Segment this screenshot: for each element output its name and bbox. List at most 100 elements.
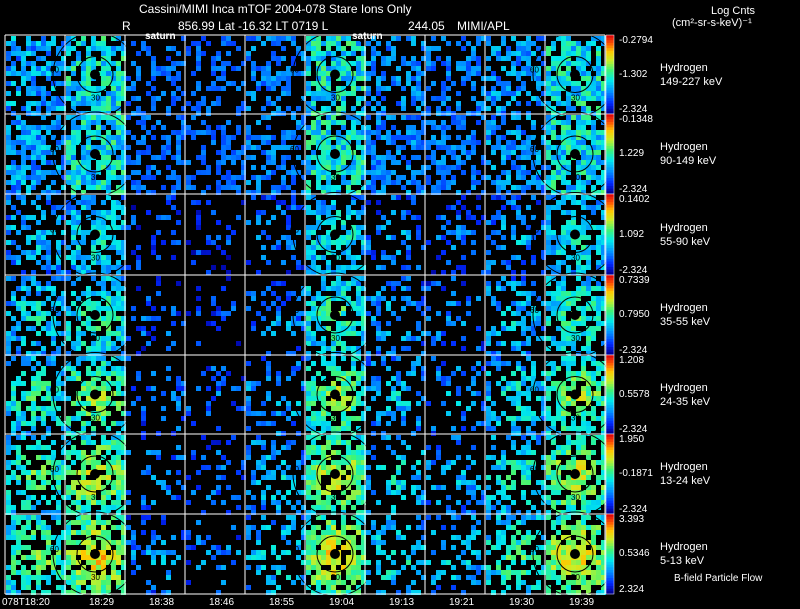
data-pixel bbox=[311, 230, 316, 235]
data-pixel bbox=[331, 145, 336, 150]
data-pixel bbox=[246, 220, 251, 225]
data-pixel bbox=[126, 76, 131, 81]
data-pixel bbox=[121, 140, 126, 145]
data-pixel bbox=[601, 276, 606, 281]
data-pixel bbox=[411, 215, 416, 220]
data-pixel bbox=[391, 81, 396, 86]
data-pixel bbox=[341, 421, 346, 426]
data-pixel bbox=[541, 125, 546, 130]
data-pixel bbox=[96, 96, 101, 101]
data-pixel bbox=[361, 341, 366, 346]
data-pixel bbox=[11, 391, 16, 396]
data-pixel bbox=[416, 356, 421, 361]
data-pixel bbox=[121, 331, 126, 336]
data-pixel bbox=[111, 500, 116, 505]
data-pixel bbox=[371, 46, 376, 51]
data-pixel bbox=[511, 301, 516, 306]
data-pixel bbox=[351, 165, 356, 170]
data-pixel bbox=[566, 56, 571, 61]
data-pixel bbox=[501, 220, 506, 225]
data-pixel bbox=[71, 291, 76, 296]
data-pixel bbox=[456, 106, 461, 111]
data-pixel bbox=[591, 175, 596, 180]
data-pixel bbox=[331, 341, 336, 346]
data-pixel bbox=[186, 311, 191, 316]
data-pixel bbox=[26, 41, 31, 46]
data-pixel bbox=[281, 91, 286, 96]
data-pixel bbox=[521, 306, 526, 311]
data-pixel bbox=[136, 185, 141, 190]
data-pixel bbox=[361, 130, 366, 135]
data-pixel bbox=[211, 500, 216, 505]
data-pixel bbox=[136, 96, 141, 101]
data-pixel bbox=[151, 61, 156, 66]
data-pixel bbox=[116, 190, 121, 195]
data-pixel bbox=[176, 281, 181, 286]
data-pixel bbox=[201, 160, 206, 165]
data-pixel bbox=[76, 170, 81, 175]
data-pixel bbox=[36, 230, 41, 235]
data-pixel bbox=[116, 185, 121, 190]
data-pixel bbox=[461, 205, 466, 210]
data-pixel bbox=[86, 205, 91, 210]
data-pixel bbox=[341, 106, 346, 111]
data-pixel bbox=[426, 180, 431, 185]
data-pixel bbox=[111, 445, 116, 450]
data-pixel bbox=[371, 96, 376, 101]
data-pixel bbox=[61, 56, 66, 61]
data-pixel bbox=[306, 341, 311, 346]
data-pixel bbox=[456, 386, 461, 391]
data-pixel bbox=[566, 41, 571, 46]
data-pixel bbox=[586, 250, 591, 255]
data-pixel bbox=[21, 66, 26, 71]
data-pixel bbox=[251, 165, 256, 170]
data-pixel bbox=[436, 371, 441, 376]
data-pixel bbox=[106, 341, 111, 346]
data-pixel bbox=[36, 250, 41, 255]
data-pixel bbox=[586, 276, 591, 281]
data-pixel bbox=[391, 391, 396, 396]
data-pixel bbox=[321, 106, 326, 111]
data-pixel bbox=[496, 281, 501, 286]
data-pixel bbox=[486, 371, 491, 376]
data-pixel bbox=[526, 411, 531, 416]
data-pixel bbox=[101, 281, 106, 286]
data-pixel bbox=[456, 115, 461, 120]
data-pixel bbox=[236, 86, 241, 91]
data-pixel bbox=[266, 101, 271, 106]
data-pixel bbox=[66, 510, 71, 515]
data-pixel bbox=[246, 51, 251, 56]
data-pixel bbox=[306, 396, 311, 401]
data-pixel bbox=[286, 91, 291, 96]
data-pixel bbox=[271, 195, 276, 200]
data-pixel bbox=[91, 331, 96, 336]
data-pixel bbox=[16, 195, 21, 200]
data-pixel bbox=[441, 160, 446, 165]
data-pixel bbox=[366, 86, 371, 91]
data-pixel bbox=[486, 66, 491, 71]
data-pixel bbox=[441, 185, 446, 190]
data-pixel bbox=[136, 71, 141, 76]
colorbar-segment bbox=[606, 277, 614, 281]
data-pixel bbox=[231, 435, 236, 440]
data-pixel bbox=[206, 465, 211, 470]
data-pixel bbox=[441, 81, 446, 86]
colorbar-segment bbox=[606, 275, 614, 279]
saturn-disk bbox=[90, 469, 100, 479]
data-pixel bbox=[111, 316, 116, 321]
data-pixel bbox=[36, 500, 41, 505]
data-pixel bbox=[486, 250, 491, 255]
data-pixel bbox=[26, 276, 31, 281]
data-pixel bbox=[281, 301, 286, 306]
data-pixel bbox=[486, 125, 491, 130]
data-pixel bbox=[466, 190, 471, 195]
data-pixel bbox=[191, 421, 196, 426]
data-pixel bbox=[311, 311, 316, 316]
data-pixel bbox=[271, 455, 276, 460]
data-pixel bbox=[416, 401, 421, 406]
data-pixel bbox=[261, 106, 266, 111]
data-pixel bbox=[586, 381, 591, 386]
data-pixel bbox=[51, 106, 56, 111]
data-pixel bbox=[131, 180, 136, 185]
data-pixel bbox=[311, 260, 316, 265]
